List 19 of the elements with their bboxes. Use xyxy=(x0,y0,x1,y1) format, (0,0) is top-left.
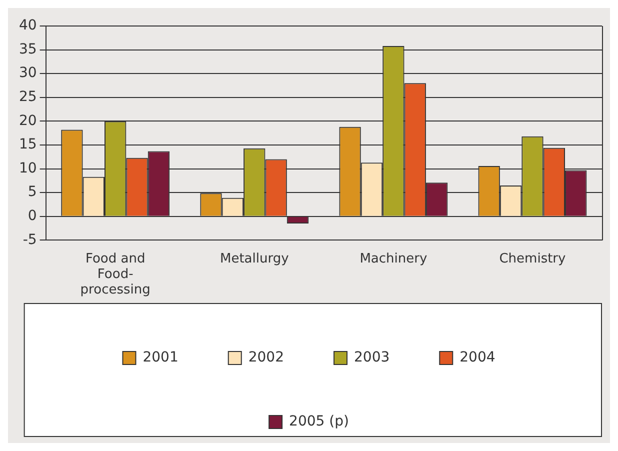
y-tick-label: 20 xyxy=(18,112,37,129)
y-tick-label: 25 xyxy=(18,89,37,106)
legend-label: 2003 xyxy=(354,350,390,366)
y-tick-label: 15 xyxy=(18,136,37,153)
y-tick-label: 0 xyxy=(28,208,37,224)
x-tick-label: Machinery xyxy=(360,251,428,266)
legend-label: 2005 (p) xyxy=(289,414,349,430)
x-tick-label: Chemistry xyxy=(499,251,566,266)
y-tick-label: 10 xyxy=(18,160,37,176)
legend-label: 2002 xyxy=(248,350,284,366)
y-tick-label: 35 xyxy=(18,41,37,58)
y-tick-label: 30 xyxy=(18,65,37,82)
y-tick-label: 40 xyxy=(18,18,37,34)
legend-label: 2004 xyxy=(460,350,496,366)
x-tick-label: Food and Food-processing xyxy=(80,251,150,298)
y-tick-label: 5 xyxy=(28,184,37,200)
legend-label: 2001 xyxy=(142,350,178,366)
x-tick-label: Metallurgy xyxy=(220,251,290,266)
y-tick-label: -5 xyxy=(22,232,37,248)
